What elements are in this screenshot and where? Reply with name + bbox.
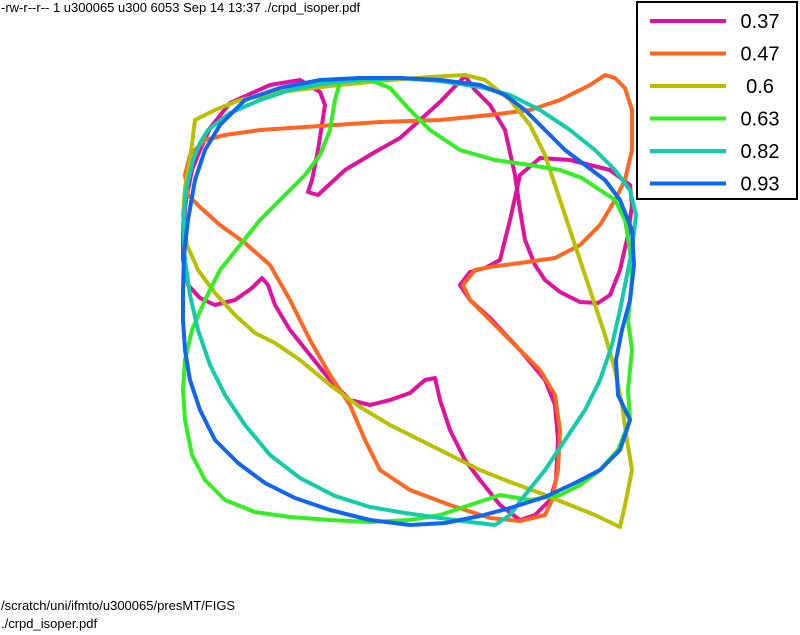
legend-label-0.93: 0.93	[741, 174, 780, 196]
contour-curves	[181, 73, 638, 529]
footer-directory-path: /scratch/uni/ifmto/u300065/presMT/FIGS	[1, 598, 236, 613]
series-line-0.93	[181, 76, 636, 527]
footer-file-name: ./crpd_isoper.pdf	[1, 616, 98, 631]
series-line-0.63	[181, 78, 634, 524]
legend-label-0.37: 0.37	[741, 11, 780, 33]
legend-box	[636, 1, 798, 200]
series-line-0.37	[181, 74, 634, 522]
legend-label-0.47: 0.47	[741, 44, 780, 66]
file-listing-header: -rw-r--r-- 1 u300065 u300 6053 Sep 14 13…	[1, 0, 361, 15]
series-line-0.82	[181, 76, 638, 527]
legend: 0.37 0.47 0.6 0.63 0.82 0.93	[636, 1, 798, 200]
legend-label-0.63: 0.63	[741, 109, 780, 131]
series-line-0.47	[183, 73, 634, 523]
series-line-0.6	[181, 73, 634, 529]
legend-label-0.6: 0.6	[746, 76, 774, 98]
legend-label-0.82: 0.82	[741, 141, 780, 163]
